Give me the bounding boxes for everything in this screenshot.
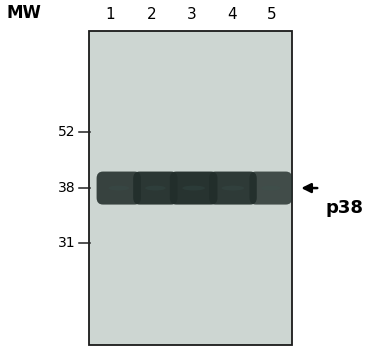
Text: 38: 38 [58, 181, 76, 195]
FancyBboxPatch shape [249, 172, 292, 204]
Ellipse shape [182, 186, 205, 190]
Text: 4: 4 [227, 7, 237, 22]
Text: 3: 3 [187, 7, 197, 22]
Text: p38: p38 [325, 199, 363, 217]
Ellipse shape [145, 186, 166, 190]
FancyBboxPatch shape [97, 172, 141, 204]
FancyBboxPatch shape [209, 172, 257, 204]
Text: 2: 2 [147, 7, 157, 22]
Ellipse shape [222, 186, 244, 190]
FancyBboxPatch shape [89, 31, 292, 345]
Text: 31: 31 [58, 236, 76, 250]
FancyBboxPatch shape [170, 172, 218, 204]
Ellipse shape [261, 186, 281, 190]
Text: MW: MW [7, 4, 41, 22]
Text: 52: 52 [58, 125, 76, 139]
Text: 1: 1 [105, 7, 115, 22]
Text: 5: 5 [267, 7, 277, 22]
Ellipse shape [108, 186, 129, 190]
FancyBboxPatch shape [133, 172, 178, 204]
